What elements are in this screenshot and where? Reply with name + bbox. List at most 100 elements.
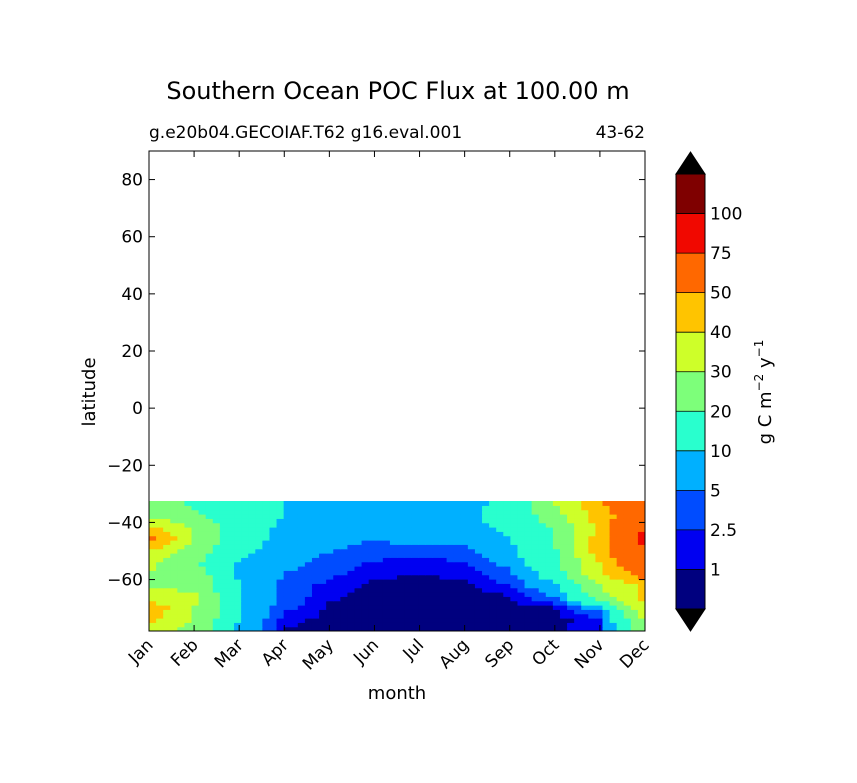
heatmap-cell	[248, 592, 256, 597]
heatmap-cell	[574, 518, 582, 524]
heatmap-cell	[503, 501, 511, 506]
heatmap-cell	[234, 531, 242, 537]
heatmap-cell	[290, 535, 299, 541]
heatmap-cell	[226, 574, 235, 580]
heatmap-cell	[503, 561, 511, 567]
heatmap-cell	[404, 561, 412, 567]
heatmap-cell	[602, 531, 611, 537]
heatmap-cell	[602, 514, 611, 519]
heatmap-cell	[304, 626, 313, 631]
heatmap-cell	[382, 605, 391, 610]
heatmap-cell	[304, 548, 313, 554]
heatmap-cell	[411, 557, 419, 563]
heatmap-cell	[283, 596, 292, 602]
heatmap-cell	[446, 609, 455, 615]
heatmap-cell	[219, 566, 228, 571]
heatmap-cell	[241, 561, 249, 567]
heatmap-cell	[198, 600, 207, 606]
heatmap-cell	[170, 566, 178, 571]
heatmap-cell	[276, 535, 285, 541]
heatmap-cell	[248, 622, 256, 628]
heatmap-cell	[184, 535, 193, 541]
heatmap-cell	[241, 622, 249, 628]
heatmap-cell	[482, 514, 490, 519]
heatmap-cell	[248, 501, 256, 506]
heatmap-cell	[446, 583, 455, 589]
heatmap-cell	[241, 535, 249, 541]
colorbar-swatch	[676, 569, 705, 610]
heatmap-cell	[149, 566, 157, 571]
heatmap-cell	[517, 592, 526, 597]
heatmap-cell	[241, 509, 249, 515]
heatmap-cell	[446, 561, 455, 567]
heatmap-cell	[538, 574, 547, 580]
heatmap-cell	[311, 505, 320, 511]
heatmap-cell	[630, 518, 639, 524]
heatmap-cell	[340, 622, 348, 628]
heatmap-cell	[425, 531, 434, 537]
heatmap-cell	[581, 514, 589, 519]
heatmap-cell	[588, 531, 596, 537]
colorbar-swatch	[676, 529, 705, 570]
heatmap-cell	[559, 566, 568, 571]
heatmap-cell	[361, 609, 370, 615]
heatmap-cell	[319, 570, 327, 576]
heatmap-cell	[609, 570, 618, 576]
heatmap-cell	[354, 518, 363, 524]
heatmap-cell	[368, 548, 377, 554]
heatmap-cell	[552, 570, 561, 576]
heatmap-cell	[616, 622, 625, 628]
heatmap-cell	[241, 605, 249, 610]
heatmap-cell	[347, 535, 356, 541]
heatmap-cell	[404, 566, 412, 571]
heatmap-cell	[418, 609, 426, 615]
heatmap-cell	[460, 544, 469, 550]
heatmap-cell	[290, 574, 299, 580]
heatmap-cell	[333, 514, 341, 519]
heatmap-cell	[411, 618, 419, 623]
heatmap-cell	[630, 596, 639, 602]
heatmap-cell	[595, 553, 604, 558]
heatmap-cell	[439, 618, 448, 623]
heatmap-cell	[581, 618, 589, 623]
heatmap-cell	[177, 587, 186, 593]
heatmap-cell	[482, 592, 490, 597]
heatmap-cell	[290, 557, 299, 563]
heatmap-cell	[510, 557, 519, 563]
heatmap-cell	[198, 553, 207, 558]
colorbar-tick-label: 50	[710, 284, 732, 304]
heatmap-cell	[630, 514, 639, 519]
heatmap-cell	[340, 518, 348, 524]
heatmap-cell	[460, 583, 469, 589]
heatmap-cell	[333, 544, 341, 550]
heatmap-cell	[510, 596, 519, 602]
heatmap-cell	[602, 596, 611, 602]
heatmap-cell	[552, 583, 561, 589]
heatmap-cell	[304, 544, 313, 550]
heatmap-cell	[290, 605, 299, 610]
heatmap-cell	[212, 561, 221, 567]
heatmap-cell	[326, 553, 334, 558]
heatmap-cell	[276, 531, 285, 537]
heatmap-cell	[552, 592, 561, 597]
heatmap-cell	[538, 527, 547, 532]
heatmap-cell	[340, 570, 348, 576]
heatmap-cell	[397, 509, 405, 515]
heatmap-cell	[326, 570, 334, 576]
heatmap-cell	[283, 544, 292, 550]
heatmap-cell	[156, 509, 164, 515]
heatmap-cell	[489, 548, 497, 554]
heatmap-cell	[226, 557, 235, 563]
heatmap-cell	[609, 587, 618, 593]
heatmap-cell	[205, 501, 214, 506]
heatmap-cell	[496, 592, 504, 597]
heatmap-cell	[482, 501, 490, 506]
heatmap-cell	[559, 605, 568, 610]
heatmap-cell	[559, 501, 568, 506]
heatmap-cell	[163, 518, 171, 524]
heatmap-cell	[545, 505, 554, 511]
heatmap-cell	[453, 626, 462, 631]
heatmap-cell	[602, 557, 611, 563]
heatmap-cell	[290, 579, 299, 584]
heatmap-cell	[595, 531, 604, 537]
